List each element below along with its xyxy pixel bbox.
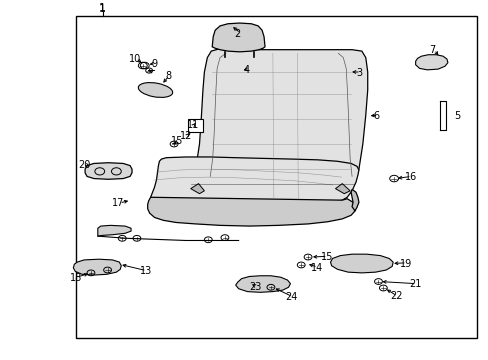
- Polygon shape: [190, 184, 204, 194]
- Text: 12: 12: [179, 131, 192, 141]
- Text: 19: 19: [399, 258, 411, 269]
- Text: 15: 15: [320, 252, 332, 262]
- Text: 8: 8: [165, 71, 171, 81]
- Text: 22: 22: [389, 291, 402, 301]
- Text: 1: 1: [99, 3, 106, 13]
- Text: 24: 24: [285, 292, 297, 302]
- Text: 20: 20: [78, 160, 90, 170]
- Polygon shape: [330, 254, 392, 273]
- Text: 5: 5: [453, 111, 459, 121]
- Text: 4: 4: [243, 65, 249, 75]
- Text: 10: 10: [128, 54, 141, 64]
- Ellipse shape: [138, 82, 172, 98]
- Text: 7: 7: [429, 45, 435, 55]
- Text: 15: 15: [170, 136, 183, 147]
- Text: 9: 9: [151, 59, 157, 69]
- Polygon shape: [150, 157, 358, 205]
- Polygon shape: [350, 189, 358, 211]
- Text: 13: 13: [139, 266, 152, 276]
- Text: 18: 18: [69, 273, 82, 283]
- Bar: [76, 16, 476, 338]
- Polygon shape: [190, 48, 367, 202]
- Text: 14: 14: [310, 263, 323, 273]
- Polygon shape: [235, 276, 290, 292]
- Polygon shape: [147, 197, 354, 226]
- Text: 23: 23: [248, 282, 261, 292]
- Polygon shape: [212, 23, 264, 52]
- Polygon shape: [73, 259, 121, 275]
- Text: 3: 3: [356, 68, 362, 78]
- Text: 1: 1: [99, 4, 106, 14]
- Polygon shape: [415, 55, 447, 70]
- Polygon shape: [85, 163, 132, 179]
- Polygon shape: [335, 184, 349, 194]
- Text: 16: 16: [404, 172, 416, 182]
- Text: 11: 11: [186, 120, 199, 130]
- Text: 2: 2: [234, 29, 240, 39]
- Text: 17: 17: [112, 198, 124, 208]
- Text: 21: 21: [408, 279, 421, 289]
- Bar: [187, 119, 203, 132]
- Polygon shape: [98, 225, 131, 236]
- Text: 6: 6: [373, 111, 379, 121]
